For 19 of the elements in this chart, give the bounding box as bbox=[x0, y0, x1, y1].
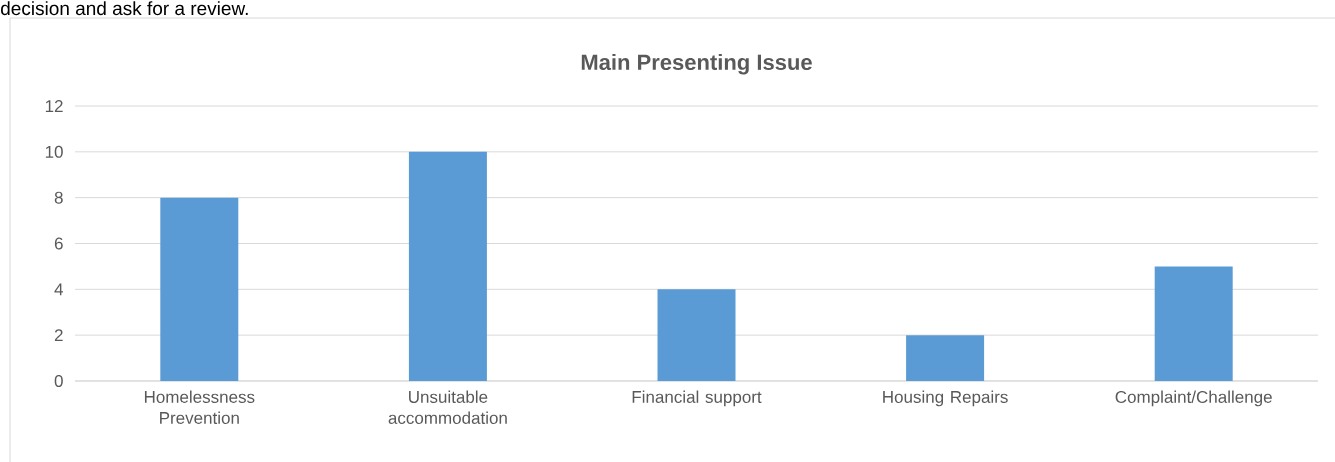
y-tick-label: 4 bbox=[54, 283, 63, 296]
y-tick-label: 6 bbox=[54, 237, 63, 250]
bar bbox=[657, 289, 736, 381]
y-tick-label: 10 bbox=[45, 145, 63, 158]
bar bbox=[408, 151, 487, 381]
y-tick-label: 8 bbox=[54, 191, 63, 204]
chart-title: Main Presenting Issue bbox=[581, 53, 812, 75]
x-tick-label: Unsuitable accommodation bbox=[388, 390, 507, 424]
bar bbox=[160, 197, 239, 381]
x-tick-label: Financial support bbox=[632, 390, 762, 407]
x-tick-label: Homelessness Prevention bbox=[144, 390, 255, 424]
text: decision and ask for a review. bbox=[1, 1, 248, 16]
y-tick-label: 2 bbox=[54, 329, 63, 342]
y-tick-label: 12 bbox=[45, 100, 63, 112]
y-tick-label: 0 bbox=[54, 374, 63, 388]
bar bbox=[1154, 266, 1233, 381]
x-tick-label: Complaint/Challenge bbox=[1115, 390, 1272, 407]
x-tick-label: Housing Repairs bbox=[883, 390, 1008, 407]
bar bbox=[906, 335, 985, 381]
